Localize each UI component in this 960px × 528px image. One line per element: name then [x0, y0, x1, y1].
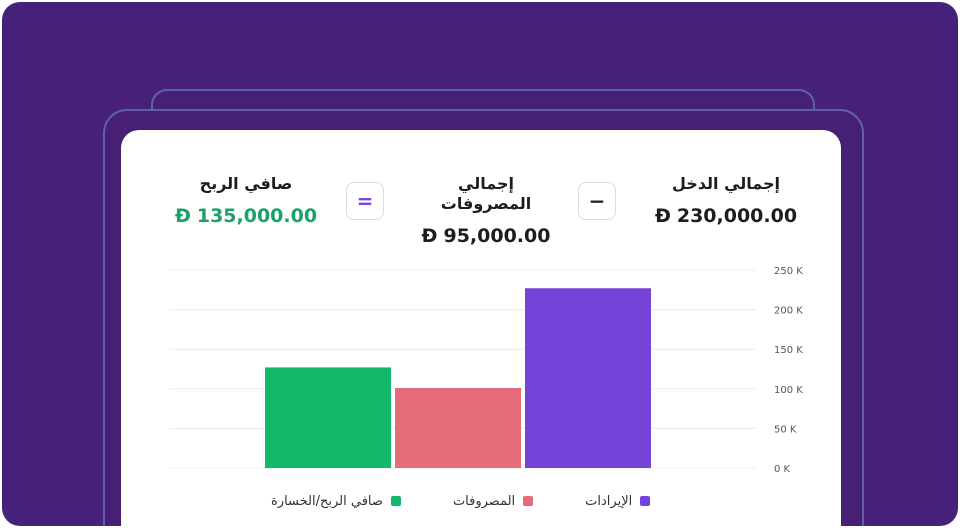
total-income-value: Đ 230,000.00 — [641, 204, 811, 228]
bar[interactable] — [525, 288, 651, 468]
y-tick-label: 100 K — [774, 385, 803, 396]
minus-operator: − — [578, 182, 616, 220]
total-income-amount: 230,000.00 — [676, 205, 798, 227]
total-expenses-value: Đ 95,000.00 — [411, 224, 561, 248]
y-tick-label: 150 K — [774, 345, 803, 356]
legend-swatch — [390, 496, 401, 506]
legend-swatch — [523, 496, 534, 506]
bar[interactable] — [395, 388, 521, 468]
total-income-stat: إجمالي الدخل Đ 230,000.00 — [641, 174, 811, 228]
net-profit-amount: 135,000.00 — [196, 205, 318, 227]
currency-symbol: Đ — [174, 205, 191, 227]
bar[interactable] — [265, 367, 391, 468]
net-profit-stat: صافي الربح Đ 135,000.00 — [171, 174, 321, 228]
total-expenses-stat: إجمالي المصروفات Đ 95,000.00 — [411, 174, 561, 248]
equals-operator: = — [346, 182, 384, 220]
chart-legend: الإيرادات المصروفات صافي الربح/الخسارة — [271, 491, 651, 511]
currency-symbol: Đ — [421, 225, 438, 247]
legend-label: صافي الربح/الخسارة — [271, 493, 383, 509]
legend-item[interactable]: الإيرادات — [585, 493, 651, 509]
total-income-label: إجمالي الدخل — [671, 174, 781, 193]
total-expenses-label: إجمالي المصروفات — [440, 174, 532, 213]
y-tick-label: 50 K — [774, 424, 797, 435]
legend-label: الإيرادات — [585, 493, 633, 509]
legend-item[interactable]: المصروفات — [452, 493, 534, 509]
legend-label: المصروفات — [452, 493, 516, 509]
y-tick-label: 250 K — [774, 266, 803, 277]
legend-item[interactable]: صافي الربح/الخسارة — [271, 494, 401, 509]
y-tick-label: 0 K — [774, 464, 791, 475]
y-tick-label: 200 K — [774, 306, 803, 317]
currency-symbol: Đ — [654, 205, 671, 227]
net-profit-value: Đ 135,000.00 — [171, 204, 321, 228]
profit-loss-card: إجمالي الدخل Đ 230,000.00 − إجمالي المصرو… — [121, 130, 841, 526]
legend-swatch — [640, 496, 651, 506]
bar-chart: 0 K 50 K 100 K 150 K 200 K 250 K — [169, 266, 803, 475]
net-profit-label: صافي الربح — [199, 174, 293, 193]
total-expenses-amount: 95,000.00 — [443, 225, 551, 247]
